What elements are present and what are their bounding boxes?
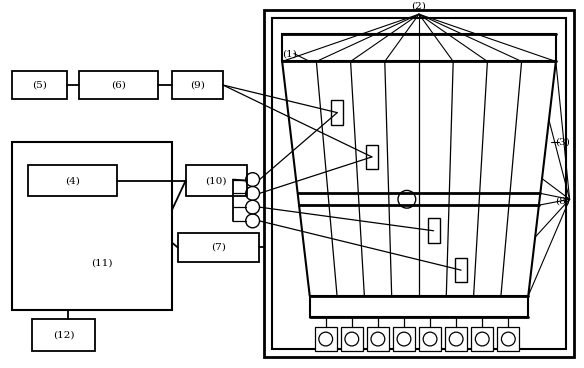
Bar <box>366 145 378 169</box>
Bar <box>282 34 556 61</box>
Text: (1): (1) <box>283 49 297 58</box>
Bar <box>79 71 158 99</box>
Bar <box>32 319 95 351</box>
Text: (9): (9) <box>190 81 205 89</box>
Bar <box>310 296 529 317</box>
Text: (12): (12) <box>53 330 74 340</box>
Text: (3): (3) <box>555 138 570 147</box>
Bar <box>455 258 467 283</box>
Text: (11): (11) <box>91 258 113 267</box>
Bar <box>178 233 259 262</box>
Bar <box>497 327 519 351</box>
Bar <box>419 327 441 351</box>
Bar <box>367 327 389 351</box>
Bar <box>471 327 493 351</box>
Bar <box>272 18 566 349</box>
Bar <box>172 71 223 99</box>
Text: (7): (7) <box>211 243 225 252</box>
Bar <box>12 71 67 99</box>
Bar <box>315 327 337 351</box>
Bar <box>445 327 467 351</box>
Text: (10): (10) <box>206 176 227 185</box>
Bar <box>393 327 415 351</box>
Bar <box>265 10 573 357</box>
Bar <box>340 327 363 351</box>
Text: (6): (6) <box>112 81 126 89</box>
Text: (2): (2) <box>412 2 426 11</box>
Bar <box>28 165 117 196</box>
Text: (4): (4) <box>65 176 80 185</box>
Bar <box>331 100 343 125</box>
Text: (8): (8) <box>555 197 570 206</box>
Bar <box>12 142 172 309</box>
Text: (5): (5) <box>32 81 47 89</box>
Bar <box>427 219 440 243</box>
Bar <box>186 165 246 196</box>
